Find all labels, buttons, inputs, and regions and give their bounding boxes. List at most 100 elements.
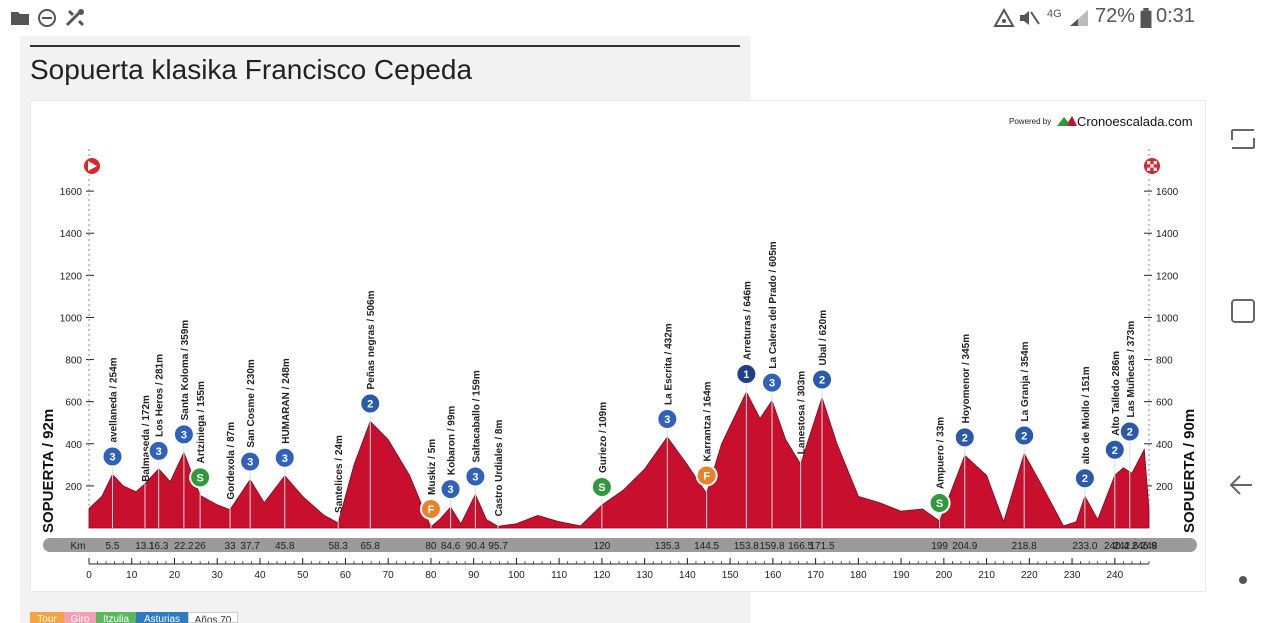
km-mark-label: 90.4 (466, 541, 486, 552)
x-tick-label: 120 (594, 570, 611, 581)
climb-category-label: 3 (448, 484, 454, 496)
recent-apps-icon[interactable] (1226, 122, 1260, 156)
start-flag-icon (82, 156, 102, 176)
climb-category-icon (656, 408, 679, 431)
climb-label: Gordexola / 87m (226, 422, 237, 500)
climb-marker: 3 La Escrita / 432m (656, 323, 679, 528)
climb-label: La Calera del Prado / 605m (768, 241, 779, 368)
x-tick-label: 220 (1021, 570, 1038, 581)
back-icon[interactable] (1226, 468, 1260, 502)
y-tick-label-left: 1400 (60, 229, 83, 240)
finish-marker-check (1153, 167, 1157, 171)
km-mark-label: 199 (931, 541, 948, 552)
climb-marker: Lanestosa / 303m (797, 371, 808, 528)
x-tick-label: 150 (722, 570, 739, 581)
climb-label: Kobaron / 99m (447, 406, 458, 476)
climb-label: Balmaseda / 172m (141, 395, 152, 482)
climb-category-label: 2 (1127, 426, 1133, 438)
y-tick-label-left: 200 (65, 482, 82, 493)
tab-tour[interactable]: Tour (30, 612, 64, 623)
climb-category-label: 3 (247, 457, 253, 469)
km-mark-label: 5.5 (106, 541, 120, 552)
title-rule (30, 45, 740, 47)
network-type: 4G (1047, 8, 1062, 20)
km-mark-label: 33 (224, 541, 236, 552)
x-tick-label: 100 (508, 570, 525, 581)
clock: 0:31 (1156, 5, 1195, 27)
climb-category-icon (273, 446, 296, 469)
x-tick-label: 200 (935, 570, 952, 581)
cronoescalada-logo-icon (1057, 116, 1077, 126)
climb-marker: 3 La Calera del Prado / 605m (761, 241, 784, 528)
climb-category-icon (464, 465, 487, 488)
climb-category-icon (189, 466, 212, 489)
tab-giro[interactable]: Giro (64, 612, 96, 623)
km-mark-label: 26 (195, 541, 207, 552)
tab-itzulia[interactable]: Itzulia (96, 612, 136, 623)
km-mark-label: 233.0 (1072, 541, 1097, 552)
x-tick-label: 10 (126, 570, 138, 581)
climb-category-label: F (428, 504, 435, 516)
scroll-dot-icon (1239, 576, 1247, 584)
km-mark-label: 120 (594, 541, 611, 552)
climb-label: Guriezo / 109m (598, 402, 609, 473)
y-tick-label-left: 400 (65, 440, 82, 451)
battery-icon (1140, 8, 1152, 28)
climb-marker: 3 San Cosme / 230m (239, 359, 262, 528)
climb-label: Peñas negras / 506m (366, 290, 377, 389)
tab-asturias[interactable]: Asturias (136, 612, 188, 623)
climb-category-label: 2 (367, 398, 373, 410)
climb-marker: Castro Urdiales / 8m (494, 420, 505, 528)
climb-label: San Cosme / 230m (246, 359, 257, 447)
y-tick-label-left: 800 (65, 356, 82, 367)
climb-category-label: S (936, 498, 943, 510)
climb-marker: 2 Ubal / 620m (811, 310, 834, 528)
y-tick-label-right: 1000 (1156, 313, 1179, 324)
km-mark-label: 242.6 (1113, 541, 1138, 552)
x-tick-label: 0 (86, 570, 92, 581)
climb-label: La Granja / 354m (1020, 341, 1031, 421)
climb-label: Lanestosa / 303m (797, 371, 808, 454)
brand-label[interactable]: Cronoescalada.com (1077, 114, 1193, 129)
climb-label: Ampuero / 33m (936, 417, 947, 489)
folder-icon (11, 12, 29, 25)
y-tick-label-right: 800 (1156, 356, 1173, 367)
climb-marker: S Ampuero / 33m (928, 417, 951, 528)
climb-category-icon (695, 464, 718, 487)
elevation-profile-area (88, 391, 1150, 529)
climb-category-icon (1103, 438, 1126, 461)
signal-icon (1070, 10, 1088, 26)
climb-marker: 2 Alto Talledo 286m (1103, 351, 1126, 528)
climb-label: Santelices / 24m (334, 435, 345, 513)
climb-category-label: 3 (282, 453, 288, 465)
km-mark-label: 37.7 (240, 541, 260, 552)
y-tick-label-left: 1200 (60, 271, 83, 282)
x-tick-label: 240 (1106, 570, 1123, 581)
tab-label: Itzulia (102, 614, 130, 623)
tab-anos-70[interactable]: Años 70 (188, 612, 238, 623)
page-title: Sopuerta klasika Francisco Cepeda (30, 54, 473, 85)
climb-category-icon (590, 476, 613, 499)
x-tick-label: 40 (254, 570, 266, 581)
km-bar-label: Km (71, 541, 86, 552)
km-mark-label: 218.8 (1012, 541, 1037, 552)
climb-category-icon (811, 368, 834, 391)
x-tick-label: 180 (850, 570, 867, 581)
km-mark-label: 144.5 (694, 541, 719, 552)
climb-label: Saltacaballo / 159m (471, 370, 482, 462)
x-tick-label: 90 (468, 570, 480, 581)
climb-marker: 2 La Granja / 354m (1013, 341, 1036, 528)
x-tick-label: 50 (297, 570, 309, 581)
y-tick-label-right: 400 (1156, 440, 1173, 451)
km-mark-label: 84.6 (441, 541, 461, 552)
climb-marker: 2 alto de Miollo / 151m (1073, 366, 1096, 528)
climb-marker: F Muskiz / 5m (419, 439, 442, 528)
mute-icon (1020, 11, 1040, 25)
home-icon[interactable] (1226, 294, 1260, 328)
climb-marker: 3 HUMARAN / 248m (273, 358, 296, 528)
km-mark-label: 95.7 (488, 541, 508, 552)
climb-category-icon (761, 371, 784, 394)
finish-marker-check (1147, 167, 1151, 171)
finish-flag-icon (1142, 156, 1162, 176)
